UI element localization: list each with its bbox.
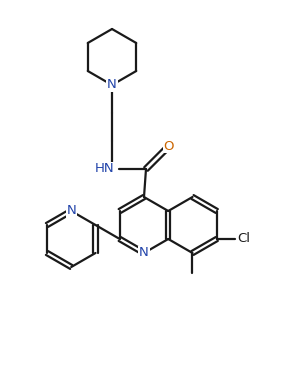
Text: HN: HN xyxy=(95,163,115,176)
Text: Cl: Cl xyxy=(238,232,251,245)
Text: O: O xyxy=(164,140,174,153)
Text: N: N xyxy=(107,78,117,91)
Text: N: N xyxy=(139,247,149,259)
Text: N: N xyxy=(66,205,76,217)
